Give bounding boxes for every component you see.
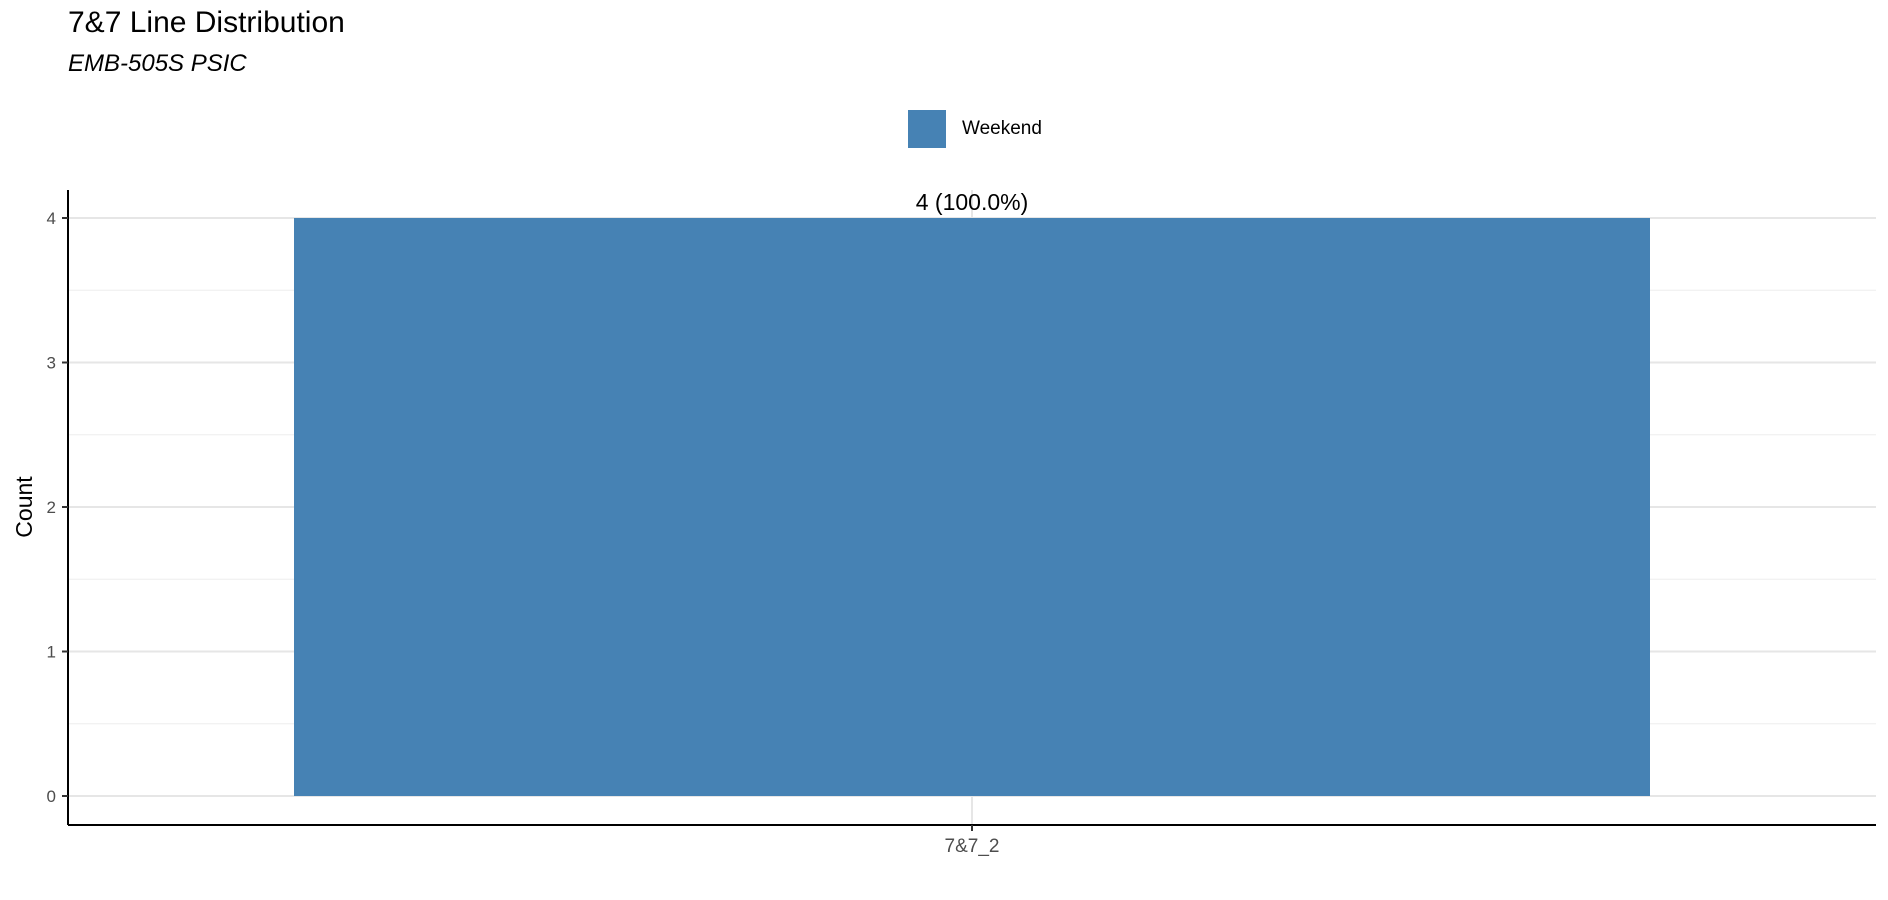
bar-layer <box>294 218 1650 796</box>
legend: Weekend <box>908 109 1042 149</box>
legend-swatch-weekend <box>908 110 946 148</box>
chart-subtitle: EMB-505S PSIC <box>68 50 247 77</box>
legend-label-weekend: Weekend <box>962 118 1042 139</box>
bar-7&7_2 <box>294 218 1650 796</box>
y-tick-label: 1 <box>47 643 56 662</box>
x-tick-label: 7&7_2 <box>945 836 1000 857</box>
y-axis-title: Count <box>11 476 37 538</box>
data-label: 4 (100.0%) <box>916 189 1029 215</box>
y-tick-label: 2 <box>47 498 56 517</box>
y-tick-label: 3 <box>47 354 56 373</box>
axis-layer: 0 1 2 3 4 7&7_2 Count <box>11 190 1876 857</box>
chart-title: 7&7 Line Distribution <box>68 6 345 39</box>
label-layer: 4 (100.0%) <box>916 189 1029 215</box>
y-tick-label: 0 <box>47 787 56 806</box>
y-tick-label: 4 <box>47 209 56 228</box>
